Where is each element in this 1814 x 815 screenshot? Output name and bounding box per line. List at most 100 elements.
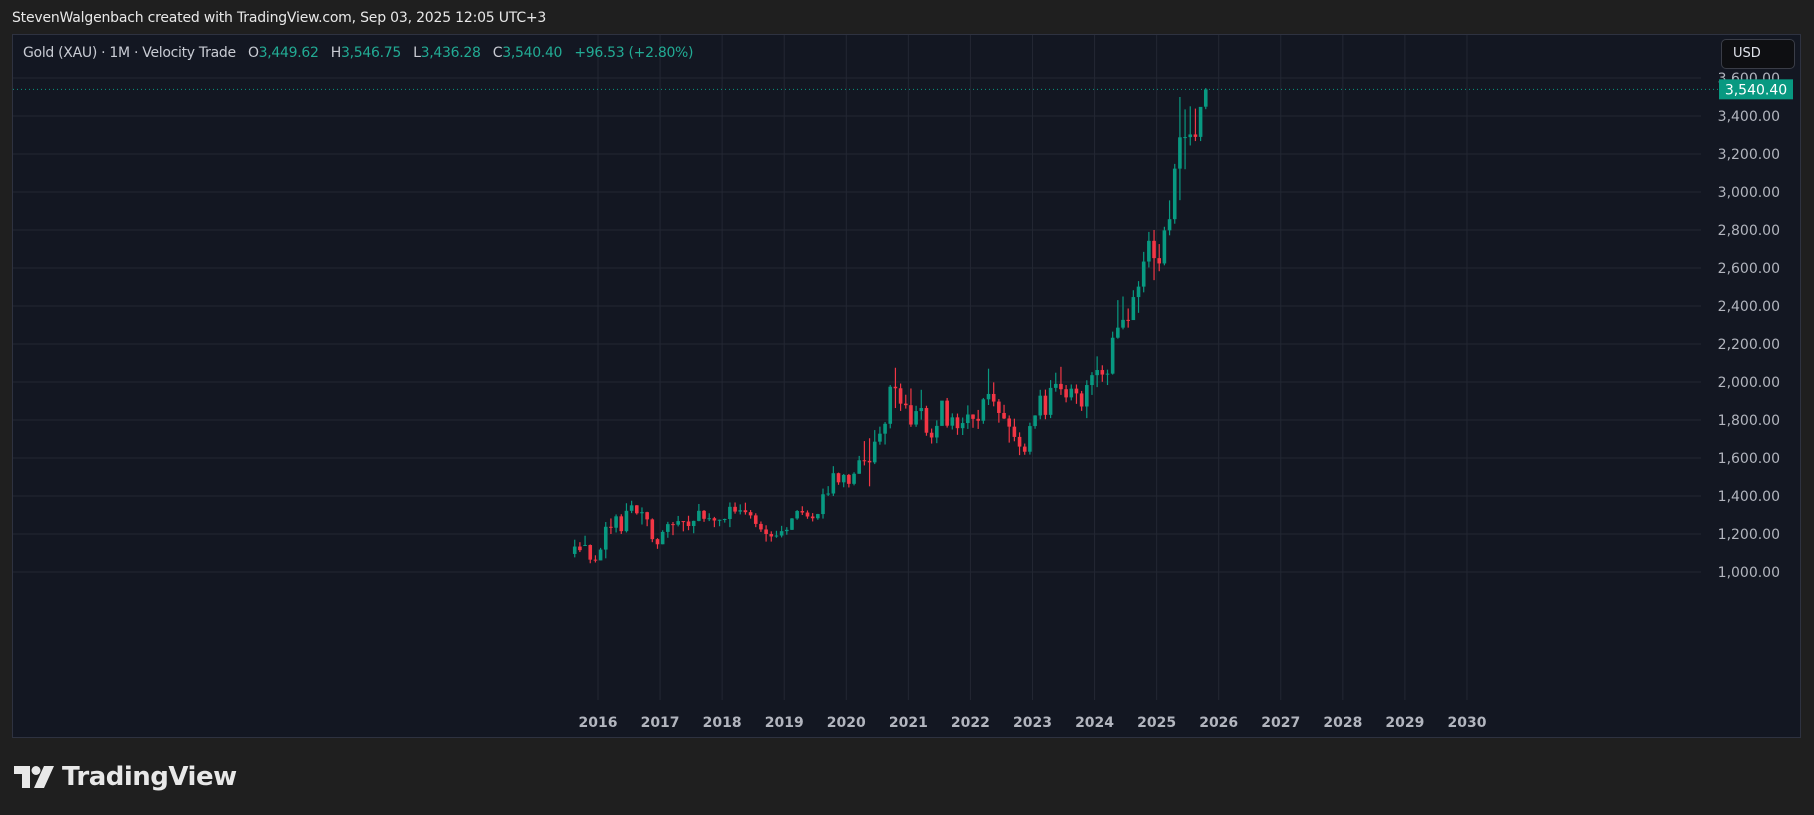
candle-body[interactable] bbox=[738, 510, 743, 512]
candle-body[interactable] bbox=[784, 529, 789, 532]
candle-body[interactable] bbox=[1188, 134, 1193, 138]
candle-body[interactable] bbox=[1121, 319, 1125, 328]
candle-body[interactable] bbox=[981, 399, 986, 421]
candle-body[interactable] bbox=[1038, 395, 1043, 416]
candle-body[interactable] bbox=[650, 519, 655, 540]
candle-body[interactable] bbox=[1095, 370, 1099, 376]
candle-body[interactable] bbox=[588, 545, 593, 560]
candle-body[interactable] bbox=[862, 460, 867, 462]
candle-body[interactable] bbox=[691, 520, 696, 527]
candle-body[interactable] bbox=[831, 473, 836, 494]
candle-body[interactable] bbox=[769, 534, 774, 537]
candle-body[interactable] bbox=[1028, 426, 1032, 452]
candle-body[interactable] bbox=[1178, 137, 1182, 169]
candle-body[interactable] bbox=[1167, 219, 1172, 231]
candle-body[interactable] bbox=[572, 546, 577, 554]
candle-body[interactable] bbox=[629, 505, 634, 511]
candle-body[interactable] bbox=[593, 559, 598, 561]
candle-body[interactable] bbox=[1022, 446, 1027, 452]
candle-body[interactable] bbox=[1079, 393, 1084, 407]
candle-body[interactable] bbox=[883, 423, 887, 434]
candle-body[interactable] bbox=[841, 474, 846, 483]
candle-body[interactable] bbox=[888, 386, 893, 424]
candle-body[interactable] bbox=[893, 386, 898, 389]
candle-body[interactable] bbox=[671, 524, 675, 526]
candlestick-chart[interactable]: 2016 2017 2018 2019 2020 2021 2022 2023 2024 2025… bbox=[13, 35, 1801, 738]
candle-body[interactable] bbox=[821, 494, 825, 515]
candle-body[interactable] bbox=[1002, 412, 1006, 419]
candle-body[interactable] bbox=[1059, 383, 1063, 390]
candle-body[interactable] bbox=[676, 521, 680, 525]
candle-body[interactable] bbox=[1017, 436, 1022, 447]
candle-body[interactable] bbox=[816, 514, 820, 519]
candle-body[interactable] bbox=[1012, 426, 1017, 437]
candle-body[interactable] bbox=[867, 460, 872, 463]
candle-body[interactable] bbox=[681, 521, 686, 523]
candle-body[interactable] bbox=[1053, 383, 1058, 388]
candle-body[interactable] bbox=[1074, 388, 1079, 394]
candle-body[interactable] bbox=[898, 388, 903, 404]
candle-body[interactable] bbox=[1141, 261, 1146, 287]
candle-body[interactable] bbox=[903, 403, 908, 406]
candle-body[interactable] bbox=[603, 526, 608, 550]
candle-body[interactable] bbox=[774, 535, 779, 537]
candle-body[interactable] bbox=[743, 510, 748, 513]
candle-body[interactable] bbox=[609, 526, 613, 528]
candle-body[interactable] bbox=[1064, 389, 1068, 398]
candle-body[interactable] bbox=[764, 529, 768, 534]
candle-body[interactable] bbox=[748, 512, 753, 516]
candle-body[interactable] bbox=[753, 515, 758, 524]
candle-body[interactable] bbox=[1203, 89, 1208, 107]
chart-pane[interactable]: 2016 2017 2018 2019 2020 2021 2022 2023 2024 2025… bbox=[12, 34, 1801, 738]
candle-body[interactable] bbox=[795, 511, 799, 519]
candle-body[interactable] bbox=[598, 549, 603, 561]
candle-body[interactable] bbox=[1090, 375, 1094, 386]
candle-body[interactable] bbox=[857, 460, 862, 474]
candle-body[interactable] bbox=[640, 512, 644, 514]
candle-body[interactable] bbox=[1136, 286, 1141, 298]
candle-body[interactable] bbox=[960, 423, 965, 429]
candle-body[interactable] bbox=[847, 474, 851, 484]
candle-body[interactable] bbox=[1116, 327, 1120, 338]
currency-button[interactable]: USD bbox=[1721, 39, 1795, 69]
candle-body[interactable] bbox=[945, 400, 949, 426]
candle-body[interactable] bbox=[852, 473, 856, 484]
candle-body[interactable] bbox=[826, 493, 830, 495]
candle-body[interactable] bbox=[914, 411, 918, 425]
candle-body[interactable] bbox=[1193, 134, 1198, 137]
candle-body[interactable] bbox=[810, 516, 815, 519]
tradingview-logo[interactable]: TradingView bbox=[14, 762, 237, 792]
candle-body[interactable] bbox=[578, 546, 582, 551]
symbol-title[interactable]: Gold (XAU) · 1M · Velocity Trade bbox=[23, 45, 236, 61]
candle-body[interactable] bbox=[728, 506, 732, 519]
candle-body[interactable] bbox=[836, 473, 841, 483]
candle-body[interactable] bbox=[717, 519, 722, 521]
candle-body[interactable] bbox=[1162, 230, 1167, 264]
candle-body[interactable] bbox=[1147, 240, 1151, 262]
candle-body[interactable] bbox=[614, 516, 618, 528]
candle-body[interactable] bbox=[976, 418, 980, 421]
candle-body[interactable] bbox=[697, 510, 701, 521]
candle-body[interactable] bbox=[1110, 337, 1115, 374]
candle-body[interactable] bbox=[1131, 297, 1136, 321]
candle-body[interactable] bbox=[1033, 415, 1037, 427]
candle-body[interactable] bbox=[655, 539, 660, 545]
candle-body[interactable] bbox=[779, 531, 784, 536]
candle-body[interactable] bbox=[929, 432, 934, 438]
candle-body[interactable] bbox=[733, 506, 737, 512]
candle-body[interactable] bbox=[759, 523, 763, 530]
candle-body[interactable] bbox=[1105, 373, 1110, 375]
candle-body[interactable] bbox=[966, 414, 970, 424]
candle-body[interactable] bbox=[624, 510, 629, 532]
candle-body[interactable] bbox=[634, 505, 639, 514]
candle-body[interactable] bbox=[1043, 395, 1048, 415]
candle-body[interactable] bbox=[991, 393, 996, 402]
candle-body[interactable] bbox=[919, 408, 924, 412]
candle-body[interactable] bbox=[660, 531, 665, 545]
candle-body[interactable] bbox=[934, 425, 939, 438]
candle-body[interactable] bbox=[1007, 418, 1012, 427]
candle-body[interactable] bbox=[997, 401, 1001, 413]
candle-body[interactable] bbox=[909, 405, 913, 425]
candle-body[interactable] bbox=[1048, 387, 1053, 415]
candle-body[interactable] bbox=[722, 518, 727, 520]
